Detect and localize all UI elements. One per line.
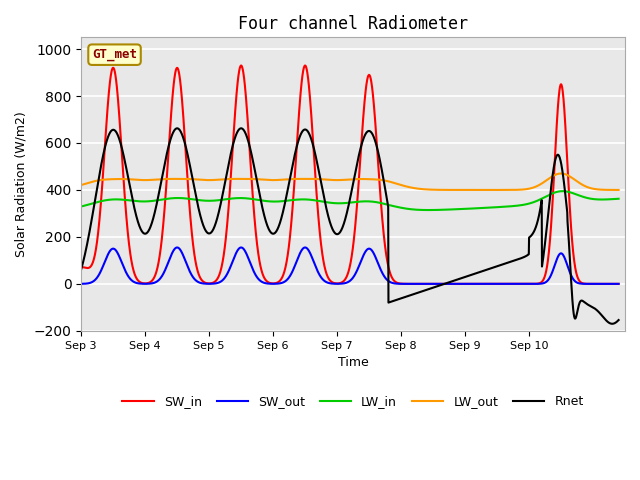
SW_out <box>600 281 607 287</box>
SW_out <box>476 281 484 287</box>
LW_out <box>500 187 508 193</box>
SW_in <box>615 281 623 287</box>
LW_out <box>482 187 490 193</box>
Rnet <box>500 261 508 267</box>
Rnet <box>615 317 623 323</box>
Rnet <box>608 321 616 327</box>
LW_out <box>324 177 332 182</box>
SW_out <box>324 280 332 286</box>
SW_out <box>77 281 85 287</box>
LW_out <box>77 182 85 188</box>
Line: SW_out: SW_out <box>81 248 619 284</box>
SW_in <box>105 93 113 99</box>
Line: SW_in: SW_in <box>81 65 619 284</box>
X-axis label: Time: Time <box>338 356 369 369</box>
Rnet <box>339 224 347 229</box>
LW_out <box>339 177 346 183</box>
SW_out <box>501 281 509 287</box>
SW_out <box>600 281 607 287</box>
SW_in <box>324 276 332 281</box>
Rnet <box>600 314 607 320</box>
Y-axis label: Solar Radiation (W/m2): Solar Radiation (W/m2) <box>15 111 28 257</box>
LW_in <box>559 188 566 194</box>
Rnet <box>173 125 181 131</box>
SW_in <box>77 264 85 270</box>
SW_out <box>615 281 623 287</box>
LW_in <box>105 197 113 203</box>
LW_in <box>339 200 346 206</box>
SW_in <box>476 281 483 287</box>
Rnet <box>324 214 332 220</box>
LW_in <box>600 197 607 203</box>
LW_in <box>615 196 623 202</box>
SW_in <box>501 281 509 287</box>
LW_in <box>424 207 432 213</box>
Line: LW_in: LW_in <box>81 191 619 210</box>
LW_in <box>500 204 508 210</box>
Rnet <box>105 132 113 138</box>
Rnet <box>599 314 607 320</box>
LW_in <box>600 197 607 203</box>
LW_out <box>557 170 565 176</box>
Rnet <box>77 266 85 272</box>
SW_in <box>339 279 347 285</box>
LW_out <box>105 177 113 182</box>
LW_out <box>600 187 607 192</box>
LW_in <box>324 200 332 205</box>
Legend: SW_in, SW_out, LW_in, LW_out, Rnet: SW_in, SW_out, LW_in, LW_out, Rnet <box>118 390 589 413</box>
LW_out <box>615 187 623 193</box>
SW_out <box>173 245 181 251</box>
SW_out <box>339 281 347 287</box>
Text: GT_met: GT_met <box>92 48 137 61</box>
LW_out <box>600 187 607 192</box>
Line: Rnet: Rnet <box>81 128 619 324</box>
Title: Four channel Radiometer: Four channel Radiometer <box>238 15 468 33</box>
SW_in <box>237 62 245 68</box>
LW_in <box>77 204 85 209</box>
SW_in <box>600 281 607 287</box>
Line: LW_out: LW_out <box>81 173 619 190</box>
SW_in <box>600 281 607 287</box>
SW_out <box>105 251 113 256</box>
